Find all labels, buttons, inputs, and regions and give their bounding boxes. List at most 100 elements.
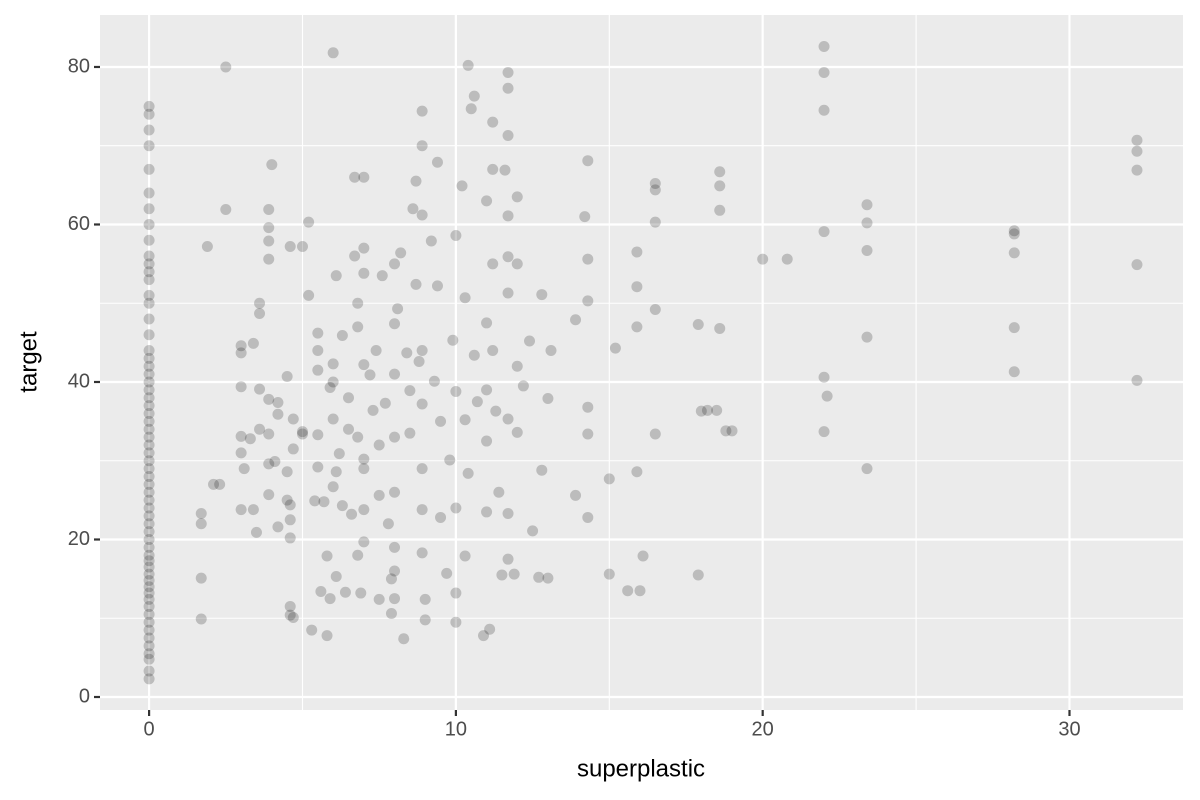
point [413,356,425,368]
point [195,518,207,530]
point [450,385,462,397]
point [389,486,401,498]
point [1008,228,1020,240]
point [143,400,155,412]
point [818,66,830,78]
point [272,521,284,533]
point [861,244,873,256]
point [327,413,339,425]
point [309,495,321,507]
point [1008,366,1020,378]
point [352,321,364,333]
point [416,547,428,559]
point [143,352,155,364]
point [220,61,232,73]
point [416,105,428,117]
point [143,653,155,665]
axes: 0 10 20 30 0 20 40 60 80 [68,55,1081,740]
point [143,140,155,152]
point [376,270,388,282]
point [296,426,308,438]
point [287,443,299,455]
point [419,593,431,605]
point [143,632,155,644]
point [358,242,370,254]
point [511,191,523,203]
point [143,258,155,270]
point [263,393,275,405]
point [1131,134,1143,146]
point [143,600,155,612]
point [419,614,431,626]
point [502,66,514,78]
point [284,609,296,621]
point [327,481,339,493]
point [649,216,661,228]
point [385,608,397,620]
point [714,204,726,216]
point [315,585,327,597]
point [1131,374,1143,386]
point [143,407,155,419]
point [502,129,514,141]
point [143,549,155,561]
point [263,204,275,216]
point [410,278,422,290]
point [373,593,385,605]
point [714,180,726,192]
point [726,425,738,437]
point [818,226,830,238]
point [287,413,299,425]
point [692,569,704,581]
point [582,295,594,307]
point [570,489,582,501]
point [481,506,493,518]
point [330,270,342,282]
point [524,335,536,347]
point [447,334,459,346]
point [582,155,594,167]
point [343,423,355,435]
point [244,433,256,445]
point [398,633,410,645]
point [444,454,456,466]
point [631,321,643,333]
point [818,371,830,383]
point [1131,145,1143,157]
point [431,156,443,168]
point [861,217,873,229]
point [435,415,447,427]
point [143,673,155,685]
point [695,405,707,417]
point [1131,259,1143,271]
point [143,187,155,199]
point [324,593,336,605]
point [358,359,370,371]
point [254,423,266,435]
point [303,216,315,228]
point [355,587,367,599]
point [284,532,296,544]
y-tick-label: 20 [68,528,90,550]
point [143,561,155,573]
point [143,470,155,482]
point [254,307,266,319]
point [143,587,155,599]
point [195,508,207,520]
point [263,458,275,470]
point [582,511,594,523]
point [143,297,155,309]
point [318,496,330,508]
point [416,344,428,356]
point [364,369,376,381]
point [143,478,155,490]
point [254,297,266,309]
point [631,246,643,258]
point [527,525,539,537]
point [459,292,471,304]
point [781,253,793,265]
point [303,289,315,301]
point [143,541,155,553]
point [465,103,477,115]
